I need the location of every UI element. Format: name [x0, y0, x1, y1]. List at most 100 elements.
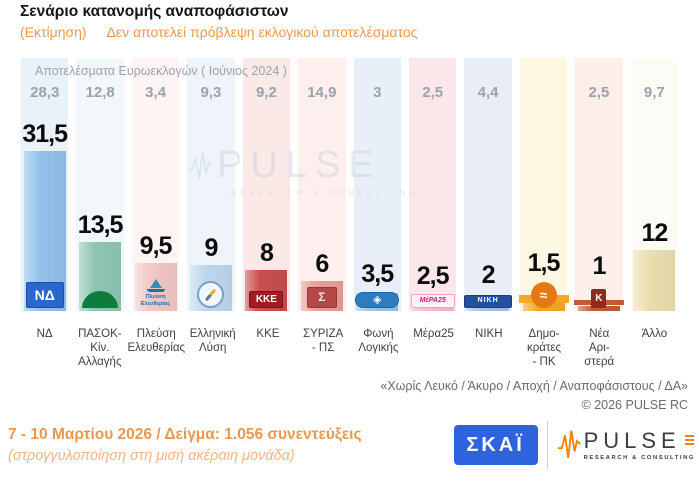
plefsi-ship-logo: Πλεύση Ελευθερίας [128, 278, 183, 308]
column-tint [575, 58, 623, 311]
chart-column-12: 9,7 12 [627, 58, 682, 311]
category-label: ΣΥΡΙΖΑ - ΠΣ [302, 328, 344, 354]
plefsi-ship-logo-part [149, 278, 162, 288]
niki-logo-part: ΝΙΚΗ [464, 295, 513, 308]
pasok-sun-logo [72, 291, 127, 308]
footer-logos: ΣΚΑΪ PULSE RESEARCH & CONSULTING [453, 421, 695, 469]
bar [633, 250, 676, 311]
category-label: Νέα Αρι- στερά [584, 328, 615, 368]
chart-column-2: 12,8 13,5 [72, 58, 127, 311]
category-label: Δημο- κράτες - ΠΚ [526, 328, 562, 368]
euro-result-value: 2,5 [588, 84, 610, 101]
logo-separator [546, 421, 548, 469]
chart-column-5: 9,2 8 ΚΚΕ [239, 58, 294, 311]
column-tint [519, 58, 568, 311]
euro-results-header: Αποτελέσματα Ευρωεκλογών ( Ιούνιος 2024 … [35, 64, 287, 78]
bar-value: 31,5 [22, 119, 68, 148]
footnote: «Χωρίς Λευκό / Άκυρο / Αποχή / Αναποφάσι… [380, 377, 688, 415]
mera25-logo-part: ΜέΡΑ25 [410, 294, 455, 308]
chart-column-6: 14,9 6 Σ [294, 58, 349, 311]
column-tint [464, 58, 512, 311]
column-tint [353, 58, 401, 311]
euro-result-value: 9,3 [200, 84, 222, 101]
elliniki-lysi-compass-logo-part [205, 288, 217, 301]
chart-column-4: 9,3 9 [183, 58, 238, 311]
mera25-logo: ΜέΡΑ25 [405, 294, 460, 308]
bar-value: 3,5 [361, 259, 394, 288]
pulse-logo: PULSE RESEARCH & CONSULTING [557, 426, 695, 464]
bar [134, 263, 177, 311]
foni-logikis-logo: ◈ [350, 292, 405, 308]
category-label: Άλλο [641, 328, 668, 340]
nd-logo-part: ΝΔ [25, 282, 64, 308]
column-tint [242, 58, 291, 311]
kke-logo: ΚΚΕ [239, 291, 294, 308]
chart-column-3: 3,4 9,5 Πλεύση Ελευθερίας [128, 58, 183, 311]
euro-result-value: 9,2 [255, 84, 277, 101]
elliniki-lysi-compass-logo-part [197, 281, 225, 308]
plefsi-ship-logo-part [146, 288, 165, 292]
page-title: Σενάριο κατανομής αναποφάσιστων [20, 3, 289, 20]
dimokrates-logo: ≈ [516, 282, 571, 308]
column-tint [408, 58, 457, 311]
copyright-line: © 2026 PULSE RC [581, 397, 688, 412]
kke-logo-part: ΚΚΕ [249, 291, 284, 308]
bar-value: 2,5 [416, 261, 450, 290]
niki-logo: ΝΙΚΗ [460, 295, 515, 308]
chart-column-8: 2,5 2,5 ΜέΡΑ25 [405, 58, 460, 311]
category-label: ΝΔ [36, 328, 53, 340]
category-label: Μέρα25 [413, 328, 454, 340]
category-label: Φωνή Λογικής [358, 328, 399, 354]
chart-column-10: 1,5 ≈ [516, 58, 571, 311]
bar-value: 8 [259, 238, 274, 267]
chart-area: Αποτελέσματα Ευρωεκλογών ( Ιούνιος 2024 … [17, 58, 682, 311]
syriza-logo-part: Σ [306, 287, 337, 308]
chart-column-11: 2,5 1 Κ [571, 58, 626, 311]
bar [577, 306, 620, 311]
chart-column-9: 4,4 2 ΝΙΚΗ [460, 58, 515, 311]
pulse-wordmark: PULSE [583, 427, 695, 453]
bar-value: 2 [481, 260, 496, 289]
elliniki-lysi-compass-logo [183, 281, 238, 308]
pulse-wordmark-text: PULSE [583, 427, 681, 453]
dimokrates-logo-part: ≈ [530, 282, 557, 308]
euro-result-value: 2,5 [422, 84, 444, 101]
nea-aristera-logo-part: Κ [591, 289, 607, 308]
bar-value: 1 [592, 251, 606, 280]
pulse-waveform-icon [557, 430, 581, 458]
euro-result-value: 28,3 [30, 84, 60, 101]
euro-result-value: 12,8 [85, 84, 115, 101]
euro-result-value: 9,7 [643, 84, 665, 101]
euro-result-value: 4,4 [477, 84, 499, 101]
euro-result-value: 14,9 [307, 84, 337, 101]
subtitle-disclaimer: Δεν αποτελεί πρόβλεψη εκλογικού αποτελέσ… [106, 24, 418, 40]
bar-value: 6 [315, 249, 329, 278]
pulse-tagline: RESEARCH & CONSULTING [583, 454, 695, 461]
bar-value: 13,5 [77, 210, 124, 239]
category-label: ΝΙΚΗ [475, 328, 503, 340]
plefsi-ship-logo-part: Πλεύση Ελευθερίας [140, 293, 171, 307]
column-tint [298, 58, 346, 311]
rounding-note: (στρογγυλοποίηση στη μισή ακέραιη μονάδα… [8, 448, 295, 464]
subtitle: (Εκτίμηση) Δεν αποτελεί πρόβλεψη εκλογικ… [20, 24, 417, 40]
bar-value: 1,5 [527, 248, 561, 277]
category-label: Ελληνική Λύση [189, 328, 236, 354]
skai-logo: ΣΚΑΪ [453, 425, 538, 465]
survey-info: 7 - 10 Μαρτίου 2026 / Δείγμα: 1.056 συνε… [8, 426, 362, 464]
category-label: ΚΚΕ [256, 328, 280, 340]
bar-value: 9,5 [139, 231, 173, 260]
category-label: Πλεύση Ελευθερίας [127, 328, 186, 354]
chart-column-7: 3 3,5 ◈ [350, 58, 405, 311]
chart-column-1: 28,3 31,5 ΝΔ [17, 58, 72, 311]
euro-result-value: 3 [373, 84, 382, 101]
subtitle-estimate-label: (Εκτίμηση) [20, 24, 87, 40]
pulse-equalizer-icon [684, 434, 694, 447]
category-label: ΠΑΣΟΚ-Κίν. Αλλαγής [78, 328, 122, 368]
bar-value: 12 [641, 218, 668, 247]
pasok-sun-logo-part [82, 291, 119, 308]
euro-result-value: 3,4 [145, 84, 166, 101]
nea-aristera-logo: Κ [571, 289, 626, 308]
nd-logo: ΝΔ [17, 282, 72, 308]
foni-logikis-logo-part: ◈ [355, 292, 400, 308]
